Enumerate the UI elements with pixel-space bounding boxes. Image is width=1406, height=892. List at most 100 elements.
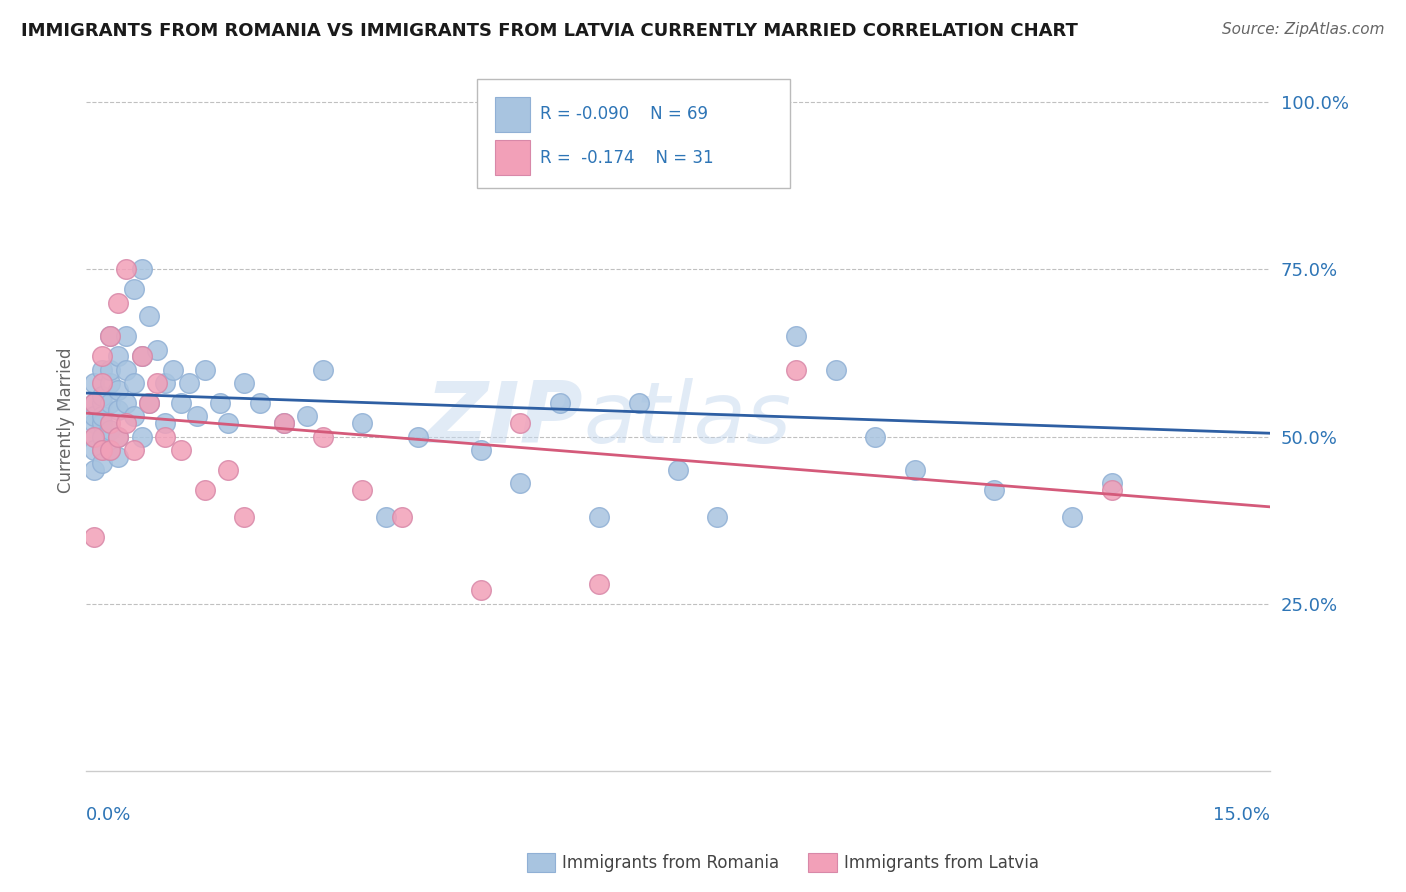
Point	[122, 376, 145, 390]
Point	[131, 429, 153, 443]
Point	[209, 396, 232, 410]
Point	[91, 442, 114, 457]
Point	[114, 262, 136, 277]
Point	[107, 450, 129, 464]
Point	[627, 396, 650, 410]
Point	[107, 429, 129, 443]
Point	[98, 442, 121, 457]
Point	[131, 262, 153, 277]
Point	[509, 416, 531, 430]
Point	[162, 362, 184, 376]
Point	[352, 483, 374, 497]
Point	[824, 362, 846, 376]
Point	[114, 329, 136, 343]
Point	[114, 416, 136, 430]
Point	[509, 476, 531, 491]
Text: ZIP: ZIP	[426, 378, 583, 461]
Point	[138, 396, 160, 410]
Text: R =  -0.174    N = 31: R = -0.174 N = 31	[540, 149, 713, 167]
Point	[1062, 509, 1084, 524]
Y-axis label: Currently Married: Currently Married	[58, 347, 75, 492]
Point	[98, 329, 121, 343]
Point	[295, 409, 318, 424]
Point	[233, 376, 256, 390]
Point	[470, 583, 492, 598]
Text: atlas: atlas	[583, 378, 792, 461]
Point	[91, 362, 114, 376]
Point	[153, 416, 176, 430]
Point	[91, 349, 114, 363]
Point	[83, 376, 105, 390]
Point	[904, 463, 927, 477]
Point	[138, 396, 160, 410]
Point	[83, 396, 105, 410]
Text: Immigrants from Latvia: Immigrants from Latvia	[844, 854, 1039, 871]
Point	[146, 376, 169, 390]
Point	[107, 349, 129, 363]
Point	[83, 416, 105, 430]
Text: R = -0.090    N = 69: R = -0.090 N = 69	[540, 105, 707, 123]
Point	[107, 402, 129, 417]
Point	[98, 442, 121, 457]
Text: IMMIGRANTS FROM ROMANIA VS IMMIGRANTS FROM LATVIA CURRENTLY MARRIED CORRELATION : IMMIGRANTS FROM ROMANIA VS IMMIGRANTS FR…	[21, 22, 1078, 40]
Point	[83, 463, 105, 477]
Point	[194, 362, 217, 376]
Point	[391, 509, 413, 524]
Point	[122, 409, 145, 424]
Point	[170, 396, 193, 410]
Point	[98, 423, 121, 437]
Point	[91, 456, 114, 470]
Point	[312, 362, 335, 376]
Point	[98, 362, 121, 376]
Point	[91, 409, 114, 424]
Point	[548, 396, 571, 410]
Point	[233, 509, 256, 524]
Point	[249, 396, 271, 410]
Point	[91, 416, 114, 430]
Point	[352, 416, 374, 430]
Text: 15.0%: 15.0%	[1213, 806, 1270, 824]
Point	[83, 429, 105, 443]
Point	[1101, 483, 1123, 497]
Point	[273, 416, 295, 430]
Point	[122, 282, 145, 296]
Point	[131, 349, 153, 363]
Point	[406, 429, 429, 443]
Point	[107, 383, 129, 397]
Point	[785, 329, 807, 343]
Bar	[495, 140, 530, 176]
Point	[107, 429, 129, 443]
Point	[153, 429, 176, 443]
Point	[107, 295, 129, 310]
Text: Immigrants from Romania: Immigrants from Romania	[562, 854, 779, 871]
Point	[91, 389, 114, 403]
Point	[375, 509, 398, 524]
Point	[588, 576, 610, 591]
Point	[217, 463, 239, 477]
Point	[194, 483, 217, 497]
Point	[186, 409, 208, 424]
Point	[98, 376, 121, 390]
Point	[170, 442, 193, 457]
Point	[83, 530, 105, 544]
Point	[122, 442, 145, 457]
Bar	[495, 96, 530, 132]
Point	[983, 483, 1005, 497]
Point	[83, 409, 105, 424]
Point	[98, 416, 121, 430]
Point	[785, 362, 807, 376]
Point	[1101, 476, 1123, 491]
Point	[83, 396, 105, 410]
Point	[273, 416, 295, 430]
Point	[470, 442, 492, 457]
Point	[153, 376, 176, 390]
Point	[83, 429, 105, 443]
Point	[217, 416, 239, 430]
Point	[91, 376, 114, 390]
Point	[114, 396, 136, 410]
Text: Source: ZipAtlas.com: Source: ZipAtlas.com	[1222, 22, 1385, 37]
Point	[83, 442, 105, 457]
Point	[138, 309, 160, 323]
Point	[91, 396, 114, 410]
Point	[131, 349, 153, 363]
